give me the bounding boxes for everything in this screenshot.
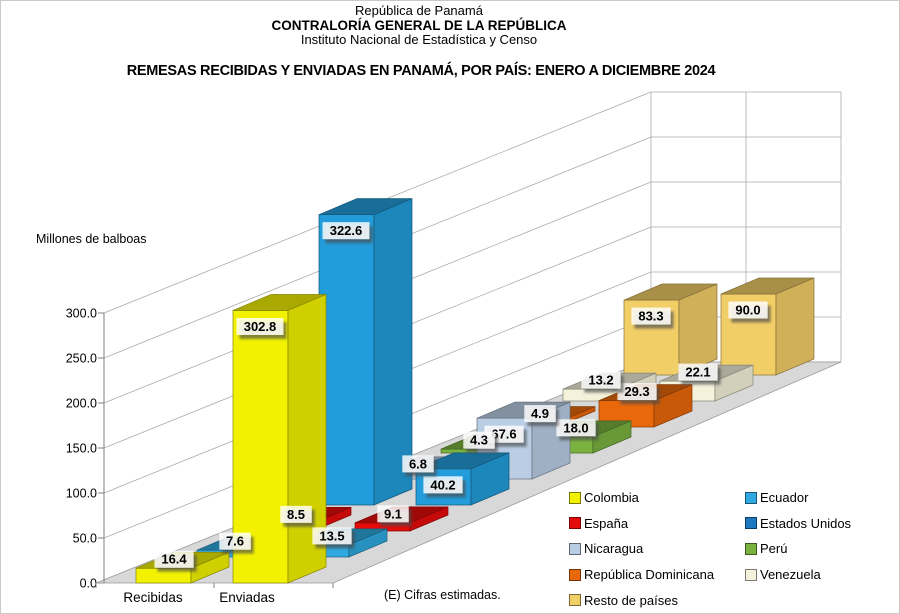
legend-swatch: [745, 568, 757, 581]
report-header: República de Panamá CONTRALORÍA GENERAL …: [1, 3, 837, 48]
svg-text:4.3: 4.3: [470, 433, 488, 448]
legend-item-Venezuela: Venezuela: [745, 567, 899, 583]
data-label-Resto de países-Enviadas: 90.0: [728, 301, 768, 319]
bar-enviadas-República Dominicana: [598, 384, 693, 428]
svg-text:16.4: 16.4: [161, 552, 187, 567]
legend-swatch: [745, 517, 757, 530]
legend-item-España: España: [569, 516, 745, 531]
gridline: [103, 91, 841, 314]
data-label-República Dominicana-Recibidas: 4.9: [524, 405, 556, 423]
legend-item-República Dominicana: República Dominicana: [569, 567, 745, 582]
data-label-Venezuela-Recibidas: 13.2: [581, 371, 621, 389]
legend-item-Estados Unidos: Estados Unidos: [745, 515, 899, 531]
legend-label: República Dominicana: [584, 567, 715, 583]
data-label-Resto de países-Recibidas: 83.3: [631, 307, 671, 325]
data-label-Nicaragua-Recibidas: 6.8: [402, 455, 434, 473]
legend-label: España: [584, 515, 629, 531]
legend: Colombia Ecuador España Estados Unidos Nicar…: [569, 485, 899, 613]
svg-text:9.1: 9.1: [384, 506, 402, 521]
svg-text:7.6: 7.6: [226, 534, 244, 549]
svg-text:90.0: 90.0: [735, 303, 760, 318]
y-axis-title: Millones de balboas: [36, 232, 147, 246]
legend-item-Nicaragua: Nicaragua: [569, 541, 745, 556]
svg-text:83.3: 83.3: [638, 309, 663, 324]
y-tick-label: 300.0: [66, 307, 97, 321]
legend-label: Resto de países: [584, 592, 678, 608]
legend-item-Perú: Perú: [745, 541, 899, 557]
data-label-Ecuador-Recibidas: 7.6: [219, 532, 251, 550]
data-label-Estados Unidos-Recibidas: 322.6: [322, 222, 370, 240]
svg-text:8.5: 8.5: [287, 507, 305, 522]
svg-text:18.0: 18.0: [563, 420, 588, 435]
data-label-Perú-Enviadas: 18.0: [556, 419, 596, 437]
legend-swatch: [745, 542, 757, 555]
svg-text:6.8: 6.8: [409, 456, 427, 471]
category-label-enviadas: Enviadas: [219, 590, 275, 605]
legend-item-Resto de países: Resto de países: [569, 593, 745, 608]
data-label-Venezuela-Enviadas: 22.1: [678, 363, 718, 381]
data-label-Ecuador-Enviadas: 13.5: [312, 527, 352, 545]
legend-label: Perú: [760, 541, 788, 557]
data-label-Colombia-Recibidas: 16.4: [154, 550, 194, 568]
data-label-Colombia-Enviadas: 302.8: [236, 317, 284, 335]
svg-text:40.2: 40.2: [430, 477, 455, 492]
header-line3: Instituto Nacional de Estadística y Cens…: [300, 32, 538, 47]
header-line2: CONTRALORÍA GENERAL DE LA REPÚBLICA: [271, 17, 567, 33]
bar-recibidas-Estados Unidos: [318, 198, 413, 506]
legend-swatch: [569, 568, 581, 581]
legend-label: Estados Unidos: [760, 515, 852, 531]
legend-swatch: [569, 491, 581, 504]
y-tick-label: 0.0: [80, 577, 97, 591]
data-label-República Dominicana-Enviadas: 29.3: [617, 383, 657, 401]
legend-swatch: [745, 491, 757, 504]
chart-title: REMESAS RECIBIDAS Y ENVIADAS EN PANAMÁ, …: [126, 63, 716, 79]
svg-text:322.6: 322.6: [330, 223, 363, 238]
svg-text:302.8: 302.8: [244, 319, 277, 334]
legend-label: Venezuela: [760, 567, 821, 583]
legend-swatch: [569, 542, 581, 555]
data-label-España-Enviadas: 9.1: [377, 505, 409, 523]
data-label-Estados Unidos-Enviadas: 40.2: [423, 476, 463, 494]
header-line1: República de Panamá: [355, 3, 483, 18]
svg-text:67.6: 67.6: [491, 427, 516, 442]
legend-label: Ecuador: [760, 490, 809, 506]
category-label-recibidas: Recibidas: [123, 590, 183, 605]
svg-text:13.2: 13.2: [588, 373, 613, 388]
bar-recibidas-Resto de países: [623, 283, 718, 376]
data-label-España-Recibidas: 8.5: [280, 505, 312, 523]
legend-item-Colombia: Colombia: [569, 490, 745, 505]
y-tick-label: 250.0: [66, 352, 97, 366]
y-tick-label: 200.0: [66, 397, 97, 411]
data-label-Perú-Recibidas: 4.3: [463, 431, 495, 449]
svg-text:29.3: 29.3: [624, 384, 649, 399]
legend-item-Ecuador: Ecuador: [745, 490, 899, 506]
y-tick-label: 50.0: [73, 532, 97, 546]
legend-swatch: [569, 517, 581, 530]
legend-swatch: [569, 594, 581, 607]
svg-text:22.1: 22.1: [685, 365, 710, 380]
legend-label: Colombia: [584, 490, 639, 506]
footnote: (E) Cifras estimadas.: [384, 588, 501, 602]
y-tick-label: 100.0: [66, 487, 97, 501]
svg-text:13.5: 13.5: [319, 528, 344, 543]
svg-text:4.9: 4.9: [531, 406, 549, 421]
bar-enviadas-Resto de países: [720, 277, 815, 376]
legend-label: Nicaragua: [584, 541, 644, 557]
y-tick-label: 150.0: [66, 442, 97, 456]
